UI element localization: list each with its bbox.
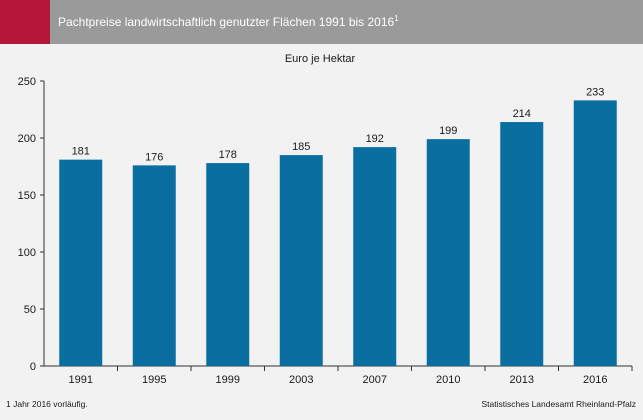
title-footnote-mark: 1 (394, 14, 399, 23)
bar (573, 100, 617, 366)
bar (206, 163, 250, 366)
axes: 0 50 100 150 200 250 1991 1995 1999 2003 2007 2010 2… (18, 76, 633, 386)
x-tick-label: 1995 (142, 374, 166, 386)
chart-subtitle: Euro je Hektar (285, 53, 356, 65)
y-tick-label: 0 (30, 361, 36, 373)
data-label: 176 (145, 151, 163, 163)
y-tick-label: 50 (24, 304, 36, 316)
data-label: 192 (366, 133, 384, 145)
source-credit: Statistisches Landesamt Rheinland-Pfalz (481, 399, 637, 409)
bar (59, 159, 103, 366)
chart-title: Pachtpreise landwirtschaftlich genutzter… (58, 14, 399, 30)
y-tick-label: 150 (18, 190, 36, 202)
chart-area: Euro je Hektar 0 50 100 150 200 250 1991 1995 19… (0, 44, 643, 415)
bar (353, 147, 397, 366)
header-accent-block (0, 0, 50, 44)
chart-header: Pachtpreise landwirtschaftlich genutzter… (0, 0, 643, 44)
data-label: 185 (292, 141, 310, 153)
bars: 181 176 178 185 192 199 214 233 (59, 86, 617, 366)
x-tick-label: 2016 (583, 374, 607, 386)
data-label: 199 (439, 125, 457, 137)
data-label: 181 (72, 146, 90, 158)
data-label: 214 (513, 108, 531, 120)
x-tick-label: 2003 (289, 374, 313, 386)
x-tick-label: 1991 (69, 374, 93, 386)
footnote: 1 Jahr 2016 vorläufig. (6, 399, 88, 409)
x-tick-label: 1999 (216, 374, 240, 386)
y-tick-label: 100 (18, 247, 36, 259)
y-tick-label: 200 (18, 133, 36, 145)
x-tick-label: 2013 (510, 374, 534, 386)
chart-title-text: Pachtpreise landwirtschaftlich genutzter… (58, 15, 395, 29)
data-label: 233 (586, 86, 604, 98)
bar (279, 155, 323, 366)
data-label: 178 (219, 149, 237, 161)
bar (426, 139, 470, 366)
bar (500, 122, 544, 366)
x-tick-label: 2010 (436, 374, 460, 386)
y-tick-label: 250 (18, 76, 36, 88)
bar-chart: Euro je Hektar 0 50 100 150 200 250 1991 1995 19… (18, 53, 633, 386)
bar (132, 165, 176, 366)
x-tick-label: 2007 (363, 374, 387, 386)
